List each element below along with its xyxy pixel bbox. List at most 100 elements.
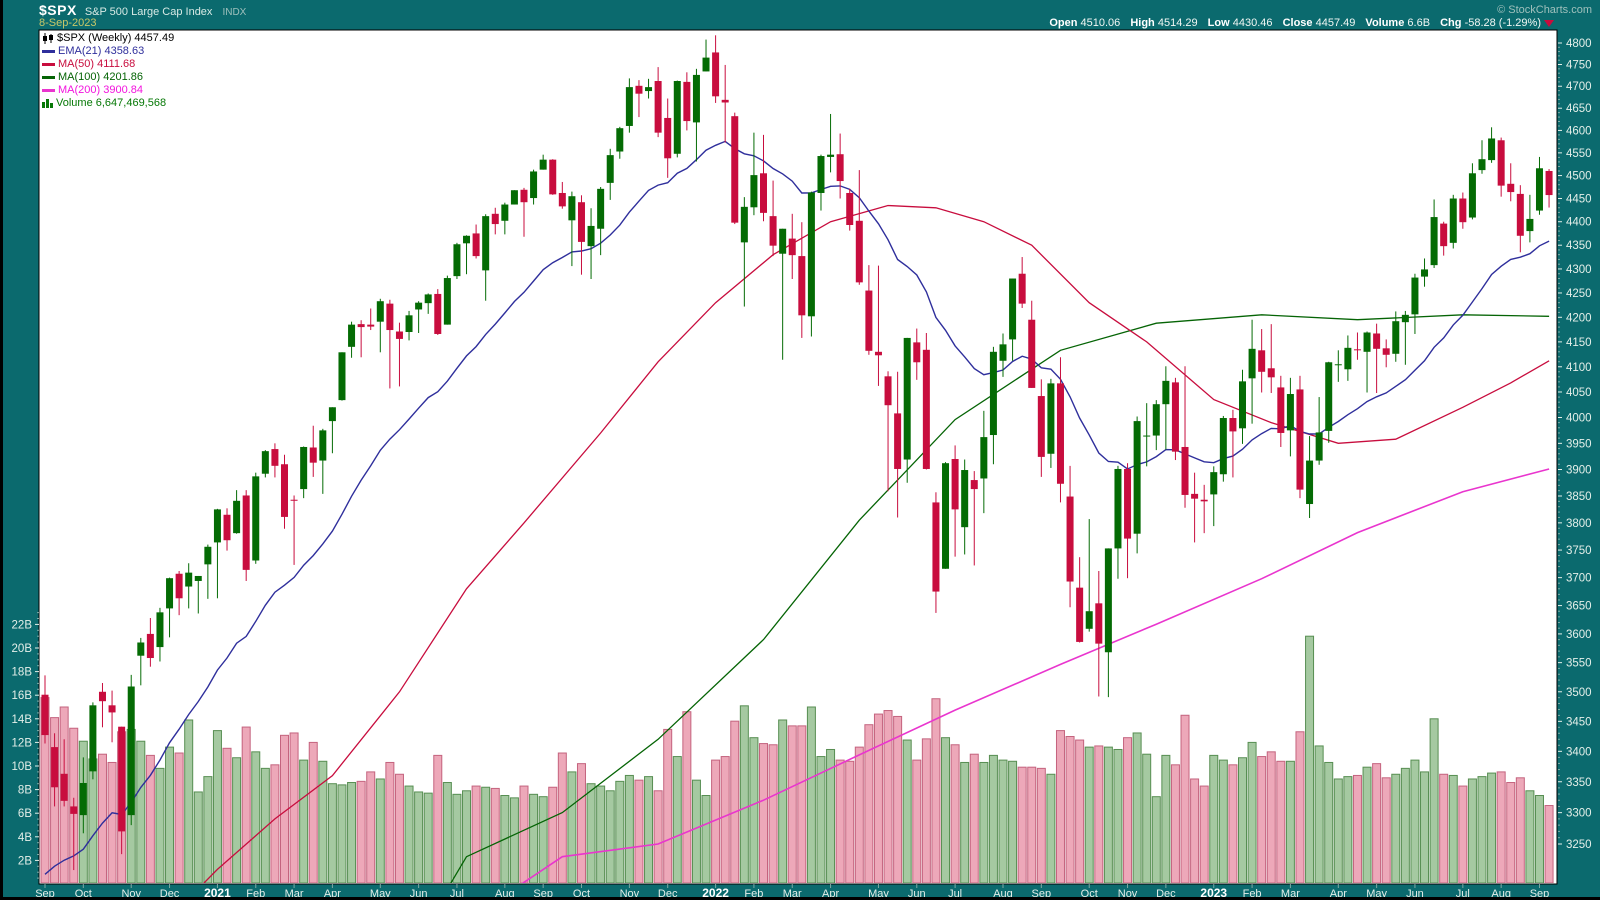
svg-text:3850: 3850 xyxy=(1566,491,1592,503)
svg-text:20B: 20B xyxy=(12,643,33,655)
svg-text:3500: 3500 xyxy=(1566,687,1592,699)
svg-text:16B: 16B xyxy=(12,690,33,702)
ma50-line xyxy=(203,204,1550,883)
chart-header: $SPX S&P 500 Large Cap Index INDX xyxy=(39,2,246,20)
symbol-name: S&P 500 Large Cap Index xyxy=(84,6,213,18)
chg-label: Chg xyxy=(1440,17,1462,29)
candlestick-icon xyxy=(43,32,53,44)
svg-text:Oct: Oct xyxy=(75,888,92,897)
ma200-line xyxy=(521,468,1550,883)
ema21-line-icon xyxy=(42,49,55,53)
svg-text:6B: 6B xyxy=(18,808,32,820)
date-axis: Sep Oct Nov Dec 2021 Feb Mar Apr May Jun Jul Aug Sep… xyxy=(35,884,1549,897)
svg-text:4200: 4200 xyxy=(1566,312,1592,324)
svg-text:3650: 3650 xyxy=(1566,601,1592,613)
svg-text:4450: 4450 xyxy=(1566,194,1592,206)
open-label: Open xyxy=(1049,17,1078,29)
legend-ma50: MA(50) 4111.68 xyxy=(58,58,136,70)
svg-text:May: May xyxy=(868,888,889,897)
svg-text:18B: 18B xyxy=(12,667,33,679)
svg-text:4050: 4050 xyxy=(1566,387,1592,399)
svg-text:Sep: Sep xyxy=(1530,888,1550,897)
svg-text:Oct: Oct xyxy=(1081,888,1098,897)
ma100-line xyxy=(450,314,1550,883)
svg-text:3250: 3250 xyxy=(1566,839,1592,851)
svg-text:4150: 4150 xyxy=(1566,337,1592,349)
svg-text:3800: 3800 xyxy=(1566,518,1592,530)
legend-ma100: MA(100) 4201.86 xyxy=(58,71,143,83)
svg-text:Mar: Mar xyxy=(285,888,304,897)
svg-text:Nov: Nov xyxy=(620,888,640,897)
low-label: Low xyxy=(1207,17,1230,29)
svg-text:3300: 3300 xyxy=(1566,808,1592,820)
volume-bars-icon xyxy=(42,99,53,109)
open-value: 4510.06 xyxy=(1080,17,1121,29)
legend-ma200: MA(200) 3900.84 xyxy=(58,84,143,96)
svg-text:8B: 8B xyxy=(18,785,32,797)
svg-text:4B: 4B xyxy=(18,832,32,844)
svg-text:Apr: Apr xyxy=(1330,888,1347,897)
ma50-line-icon xyxy=(42,62,55,66)
volume-value: 6.6B xyxy=(1407,17,1431,29)
svg-text:2B: 2B xyxy=(18,855,32,867)
svg-text:3700: 3700 xyxy=(1566,573,1592,585)
chg-down-arrow xyxy=(1544,19,1554,27)
svg-text:14B: 14B xyxy=(12,714,33,726)
svg-text:3400: 3400 xyxy=(1566,746,1592,758)
svg-text:22B: 22B xyxy=(12,619,33,631)
volume-label: Volume xyxy=(1365,17,1405,29)
svg-text:3950: 3950 xyxy=(1566,438,1592,450)
svg-text:Feb: Feb xyxy=(1243,888,1262,897)
svg-text:Oct: Oct xyxy=(573,888,590,897)
svg-text:Nov: Nov xyxy=(121,888,141,897)
svg-text:Feb: Feb xyxy=(246,888,265,897)
svg-text:Jun: Jun xyxy=(410,888,428,897)
svg-text:4550: 4550 xyxy=(1566,148,1592,160)
legend-volume-row: Volume 6,647,469,568 xyxy=(42,97,174,110)
legend-ma50-row: MA(50) 4111.68 xyxy=(42,58,174,71)
candlestick-chart[interactable]: 3250 3300 3350 3400 3450 3500 3550 3600 3650 3700… xyxy=(3,0,1600,897)
svg-text:4800: 4800 xyxy=(1566,38,1592,50)
close-label: Close xyxy=(1282,17,1313,29)
legend-volume: Volume 6,647,469,568 xyxy=(56,97,167,109)
svg-text:Jul: Jul xyxy=(948,888,962,897)
legend-ma100-row: MA(100) 4201.86 xyxy=(42,71,174,84)
svg-text:3600: 3600 xyxy=(1566,629,1592,641)
svg-text:Aug: Aug xyxy=(1491,888,1511,897)
svg-text:Nov: Nov xyxy=(1118,888,1138,897)
svg-text:4350: 4350 xyxy=(1566,240,1592,252)
svg-text:Dec: Dec xyxy=(160,888,180,897)
svg-text:4300: 4300 xyxy=(1566,264,1592,276)
svg-text:Jul: Jul xyxy=(1456,888,1470,897)
svg-text:2022: 2022 xyxy=(702,886,729,897)
svg-text:Mar: Mar xyxy=(1281,888,1300,897)
svg-text:4250: 4250 xyxy=(1566,288,1592,300)
close-value: 4457.49 xyxy=(1315,17,1356,29)
svg-text:Aug: Aug xyxy=(495,888,515,897)
symbol: $SPX xyxy=(39,2,77,18)
svg-text:Mar: Mar xyxy=(783,888,802,897)
svg-text:Jun: Jun xyxy=(1406,888,1424,897)
legend-ma200-row: MA(200) 3900.84 xyxy=(42,84,174,97)
svg-text:4600: 4600 xyxy=(1566,125,1592,137)
svg-text:May: May xyxy=(1366,888,1387,897)
svg-text:4400: 4400 xyxy=(1566,217,1592,229)
svg-text:3900: 3900 xyxy=(1566,465,1592,477)
svg-text:10B: 10B xyxy=(12,761,33,773)
svg-text:4500: 4500 xyxy=(1566,171,1592,183)
svg-text:Jun: Jun xyxy=(908,888,926,897)
copyright: © StockCharts.com xyxy=(1497,4,1592,16)
quote-bar: Open 4510.06 High 4514.29 Low 4430.46 Cl… xyxy=(1042,17,1554,29)
price-axis: 3250 3300 3350 3400 3450 3500 3550 3600 3650 3700… xyxy=(1558,38,1592,851)
svg-text:2023: 2023 xyxy=(1200,886,1227,897)
svg-text:Sep: Sep xyxy=(1032,888,1052,897)
svg-text:12B: 12B xyxy=(12,737,33,749)
volume-axis: 2B 4B 6B 8B 10B 12B 14B 16B 18B 20B 22B xyxy=(12,612,39,879)
chg-value: -58.28 (-1.29%) xyxy=(1464,17,1541,29)
legend-ema21-row: EMA(21) 4358.63 xyxy=(42,45,174,58)
svg-text:Apr: Apr xyxy=(822,888,839,897)
svg-text:4000: 4000 xyxy=(1566,412,1592,424)
high-value: 4514.29 xyxy=(1157,17,1198,29)
svg-text:Aug: Aug xyxy=(993,888,1013,897)
